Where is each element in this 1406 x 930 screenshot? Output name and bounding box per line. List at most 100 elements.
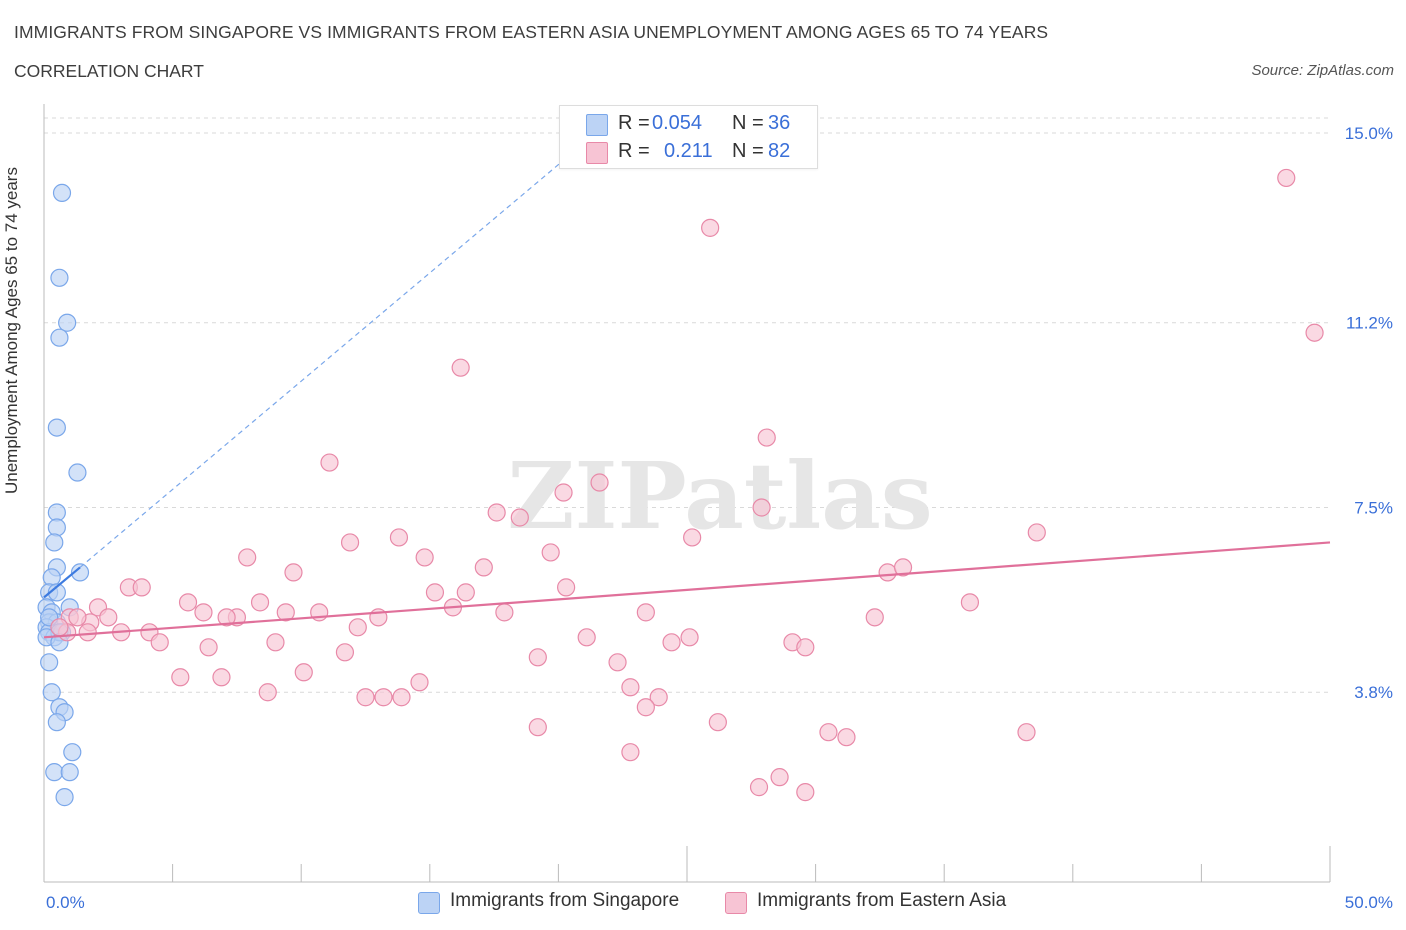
eastern-asia-r-label: R = [618, 140, 650, 162]
point-singapore [70, 563, 90, 582]
y-tick-label: 7.5% [1354, 498, 1393, 517]
singapore-r-value: 0.054 [652, 112, 703, 134]
point-eastern-asia [621, 743, 640, 762]
point-eastern-asia [683, 528, 702, 547]
point-eastern-asia [258, 683, 277, 702]
point-singapore [47, 518, 66, 537]
point-eastern-asia [284, 563, 303, 582]
point-eastern-asia [266, 633, 285, 652]
point-eastern-asia [276, 603, 295, 622]
point-eastern-asia [171, 668, 190, 687]
point-eastern-asia [212, 668, 231, 687]
chart-title: IMMIGRANTS FROM SINGAPORE VS IMMIGRANTS … [14, 22, 1049, 42]
point-eastern-asia [960, 593, 980, 612]
point-eastern-asia [796, 638, 815, 657]
legend-swatch-singapore [418, 892, 440, 914]
point-eastern-asia [577, 628, 596, 647]
point-singapore [63, 743, 82, 762]
y-axis-label: Unemployment Among Ages 65 to 74 years [2, 167, 21, 494]
point-eastern-asia [474, 558, 493, 577]
point-eastern-asia [217, 608, 236, 627]
point-eastern-asia [294, 663, 313, 682]
singapore-n-label: N = [732, 112, 764, 134]
point-eastern-asia [320, 453, 339, 472]
point-singapore [45, 533, 64, 552]
point-eastern-asia [749, 778, 769, 797]
point-eastern-asia [68, 608, 87, 627]
point-eastern-asia [837, 728, 856, 747]
point-eastern-asia [636, 603, 655, 622]
eastern-asia-r-value: 0.211 [664, 140, 713, 162]
point-eastern-asia [541, 543, 560, 562]
point-eastern-asia [680, 628, 699, 647]
point-eastern-asia [770, 768, 789, 787]
point-singapore [45, 763, 64, 782]
eastern-asia-swatch [586, 142, 608, 164]
point-eastern-asia [178, 593, 198, 612]
point-singapore [50, 328, 69, 347]
point-eastern-asia [150, 633, 169, 652]
point-eastern-asia [636, 698, 655, 717]
singapore-n-value: 36 [768, 112, 791, 134]
x-tick-label-max: 50.0% [1345, 893, 1393, 912]
watermark: ZIPatlas [507, 442, 932, 550]
point-eastern-asia [878, 563, 897, 582]
point-eastern-asia [250, 593, 270, 612]
point-eastern-asia [662, 633, 681, 652]
point-eastern-asia [451, 358, 470, 377]
point-eastern-asia [374, 688, 393, 707]
point-eastern-asia [819, 723, 838, 742]
point-eastern-asia [356, 688, 375, 707]
point-eastern-asia [78, 623, 97, 642]
point-eastern-asia [1017, 723, 1036, 742]
point-singapore [47, 418, 66, 437]
point-eastern-asia [1277, 168, 1296, 188]
y-tick-label: 3.8% [1354, 683, 1393, 702]
point-eastern-asia [415, 548, 434, 567]
point-singapore [50, 268, 69, 287]
point-eastern-asia [528, 718, 547, 737]
point-eastern-asia [132, 578, 151, 597]
y-tick-label: 15.0% [1345, 124, 1393, 143]
point-eastern-asia [410, 673, 429, 692]
point-eastern-asia [796, 783, 815, 802]
point-eastern-asia [1305, 323, 1324, 342]
point-eastern-asia [487, 503, 506, 522]
trend-line-eastern-asia [43, 541, 1331, 639]
point-singapore [42, 683, 61, 702]
eastern-asia-n-value: 82 [768, 140, 791, 162]
point-eastern-asia [340, 533, 360, 552]
legend-swatch-eastern-asia [725, 892, 747, 914]
point-eastern-asia [752, 498, 771, 517]
point-singapore [40, 653, 59, 672]
point-eastern-asia [757, 428, 776, 447]
point-eastern-asia [456, 583, 475, 602]
trend-extension-singapore [79, 142, 585, 568]
point-singapore [60, 763, 79, 782]
point-eastern-asia [590, 473, 609, 492]
point-eastern-asia [392, 688, 411, 707]
x-tick-label-min: 0.0% [46, 893, 85, 912]
point-eastern-asia [557, 578, 576, 597]
point-singapore [55, 788, 74, 807]
point-eastern-asia [621, 678, 640, 697]
point-eastern-asia [554, 483, 573, 502]
point-eastern-asia [335, 643, 355, 662]
stats-legend: R = 0.054 N = 36 R = 0.211 N = 82 [559, 105, 818, 169]
point-singapore [68, 463, 87, 482]
point-eastern-asia [99, 608, 118, 627]
point-eastern-asia [701, 218, 720, 237]
point-eastern-asia [199, 638, 218, 657]
chart-subtitle: CORRELATION CHART [14, 61, 204, 81]
trend-line-singapore [43, 566, 81, 599]
point-eastern-asia [528, 648, 547, 667]
y-tick-label: 11.2% [1346, 314, 1393, 333]
point-singapore [58, 313, 77, 332]
source-label: Source: ZipAtlas.com [1251, 62, 1394, 79]
point-eastern-asia [510, 508, 529, 527]
point-eastern-asia [865, 608, 884, 627]
point-eastern-asia [50, 618, 69, 637]
point-singapore [47, 713, 66, 732]
point-eastern-asia [194, 603, 213, 622]
point-eastern-asia [893, 558, 913, 577]
